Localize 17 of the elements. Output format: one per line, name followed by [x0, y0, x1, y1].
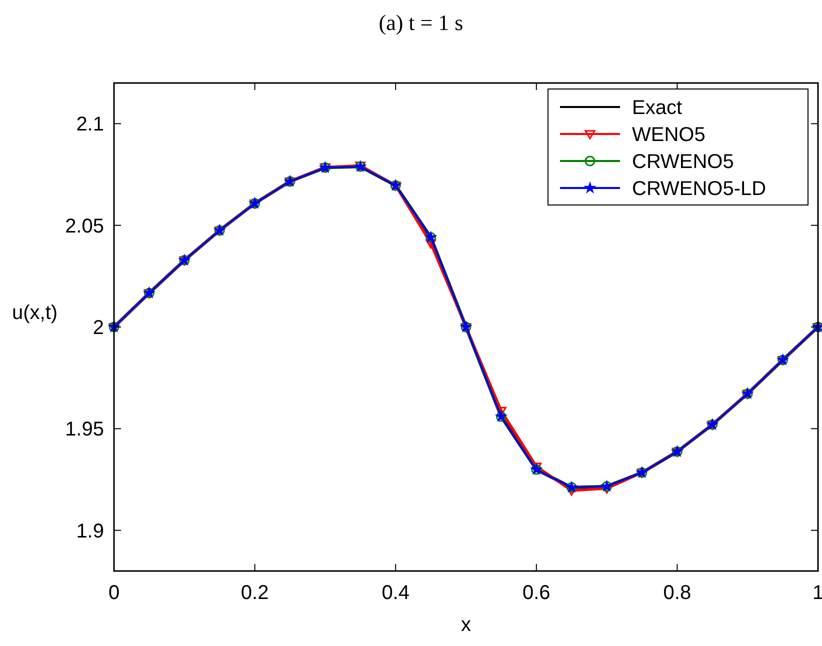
chart-title: (a) t = 1 s	[378, 10, 464, 35]
y-tick-label: 2.05	[65, 215, 104, 238]
x-tick-label: 0.4	[382, 582, 410, 604]
y-tick-label: 2	[92, 317, 104, 339]
legend-label: WENO5	[632, 124, 706, 146]
legend-label: CRWENO5	[632, 151, 734, 173]
x-axis-title: x	[461, 614, 471, 636]
y-axis-title: u(x,t)	[12, 302, 58, 324]
y-tick-label: 1.95	[65, 418, 104, 441]
x-tick-label: 0.2	[240, 582, 269, 604]
y-tick-label: 1.9	[76, 520, 104, 542]
x-tick-label: 0.6	[522, 582, 550, 604]
legend-label: Exact	[632, 97, 682, 119]
y-tick-label: 2.1	[76, 114, 104, 136]
x-tick-label: 0.8	[663, 582, 692, 604]
legend-label: CRWENO5-LD	[632, 178, 766, 200]
x-tick-label: 0	[108, 582, 120, 604]
